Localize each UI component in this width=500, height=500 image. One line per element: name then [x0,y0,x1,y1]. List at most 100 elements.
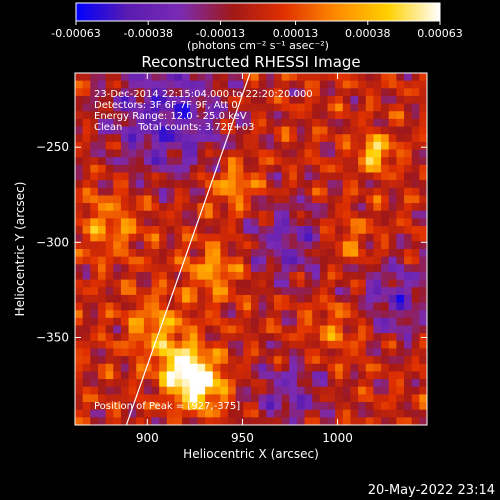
heatmap-cell [143,203,152,212]
heatmap-cell [159,180,168,189]
heatmap-cell [182,95,191,105]
heatmap-cell [358,218,367,227]
heatmap-cell [411,356,420,365]
heatmap-cell [136,80,145,89]
heatmap-cell [258,233,267,242]
heatmap-cell [128,325,137,334]
heatmap-cell [404,271,413,281]
heatmap-cell [189,241,198,250]
heatmap-cell [319,333,328,342]
heatmap-cell [419,88,427,97]
heatmap-cell [251,379,260,388]
heatmap-cell [120,264,129,273]
heatmap-cell [143,210,152,219]
heatmap-cell [189,111,198,120]
heatmap-cell [365,302,374,311]
heatmap-cell [151,103,160,112]
heatmap-cell [166,256,175,265]
heatmap-cell [143,134,152,143]
heatmap-cell [342,256,351,265]
heatmap-cell [212,287,221,296]
heatmap-cell [251,340,260,349]
heatmap-cell [419,172,427,181]
heatmap-cell [228,187,237,196]
heatmap-cell [350,241,359,250]
heatmap-cell [151,294,160,303]
heatmap-cell [281,271,290,281]
heatmap-cell [228,394,237,403]
heatmap-cell [266,180,275,189]
heatmap-cell [312,73,321,82]
heatmap-cell [159,340,168,349]
heatmap-cell [113,302,122,311]
heatmap-cell [312,363,321,372]
heatmap-cell [243,195,252,204]
heatmap-cell [388,417,397,425]
heatmap-cell [251,103,260,112]
heatmap-cell [205,95,214,105]
heatmap-cell [128,203,137,212]
heatmap-cell [182,180,191,189]
heatmap-cell [97,73,107,82]
heatmap-cell [205,210,214,219]
heatmap-cell [312,279,321,288]
y-axis-label: Heliocentric Y (arcsec) [13,182,27,317]
heatmap-cell [220,294,229,303]
heatmap-cell [97,371,107,380]
heatmap-cell [75,149,84,158]
heatmap-cell [342,249,351,258]
heatmap-cell [381,363,390,372]
heatmap-cell [404,203,413,212]
heatmap-cell [143,180,152,189]
heatmap-cell [113,233,122,242]
heatmap-cell [289,134,298,143]
heatmap-cell [258,141,267,150]
heatmap-cell [120,149,129,158]
heatmap-cell [266,118,275,127]
heatmap-cell [289,80,298,89]
heatmap-cell [151,118,160,127]
heatmap-cell [90,210,99,219]
heatmap-cell [373,241,382,250]
heatmap-cell [128,233,137,242]
heatmap-cell [327,203,336,212]
heatmap-cell [342,241,351,250]
heatmap-cell [90,195,99,204]
heatmap-cell [411,187,420,196]
heatmap-cell [419,187,427,196]
heatmap-cell [411,264,420,273]
heatmap-cell [136,149,145,158]
heatmap-cell [212,95,221,105]
heatmap-cell [342,302,351,311]
heatmap-cell [319,264,328,273]
heatmap-cell [90,249,99,258]
heatmap-cell [166,402,175,411]
heatmap-cell [266,80,275,89]
heatmap-cell [373,317,382,326]
heatmap-cell [289,333,298,342]
heatmap-cell [82,317,91,326]
heatmap-cell [212,180,221,189]
heatmap-cell [396,333,405,342]
heatmap-cell [90,325,99,334]
heatmap-cell [182,126,191,135]
heatmap-cell [189,187,198,196]
heatmap-cell [304,187,313,196]
heatmap-cell [404,226,413,235]
heatmap-cell [381,310,390,319]
heatmap-cell [350,409,359,418]
heatmap-cell [396,218,405,227]
heatmap-cell [97,164,107,173]
heatmap-cell [304,279,313,288]
heatmap-cell [113,210,122,219]
heatmap-cell [319,172,328,181]
heatmap-cell [105,134,114,143]
heatmap-cell [258,402,267,411]
heatmap-cell [120,157,129,166]
heatmap-cell [312,356,321,365]
heatmap-cell [90,88,99,97]
heatmap-cell [143,249,152,258]
heatmap-cell [113,363,122,372]
heatmap-cell [327,233,336,242]
